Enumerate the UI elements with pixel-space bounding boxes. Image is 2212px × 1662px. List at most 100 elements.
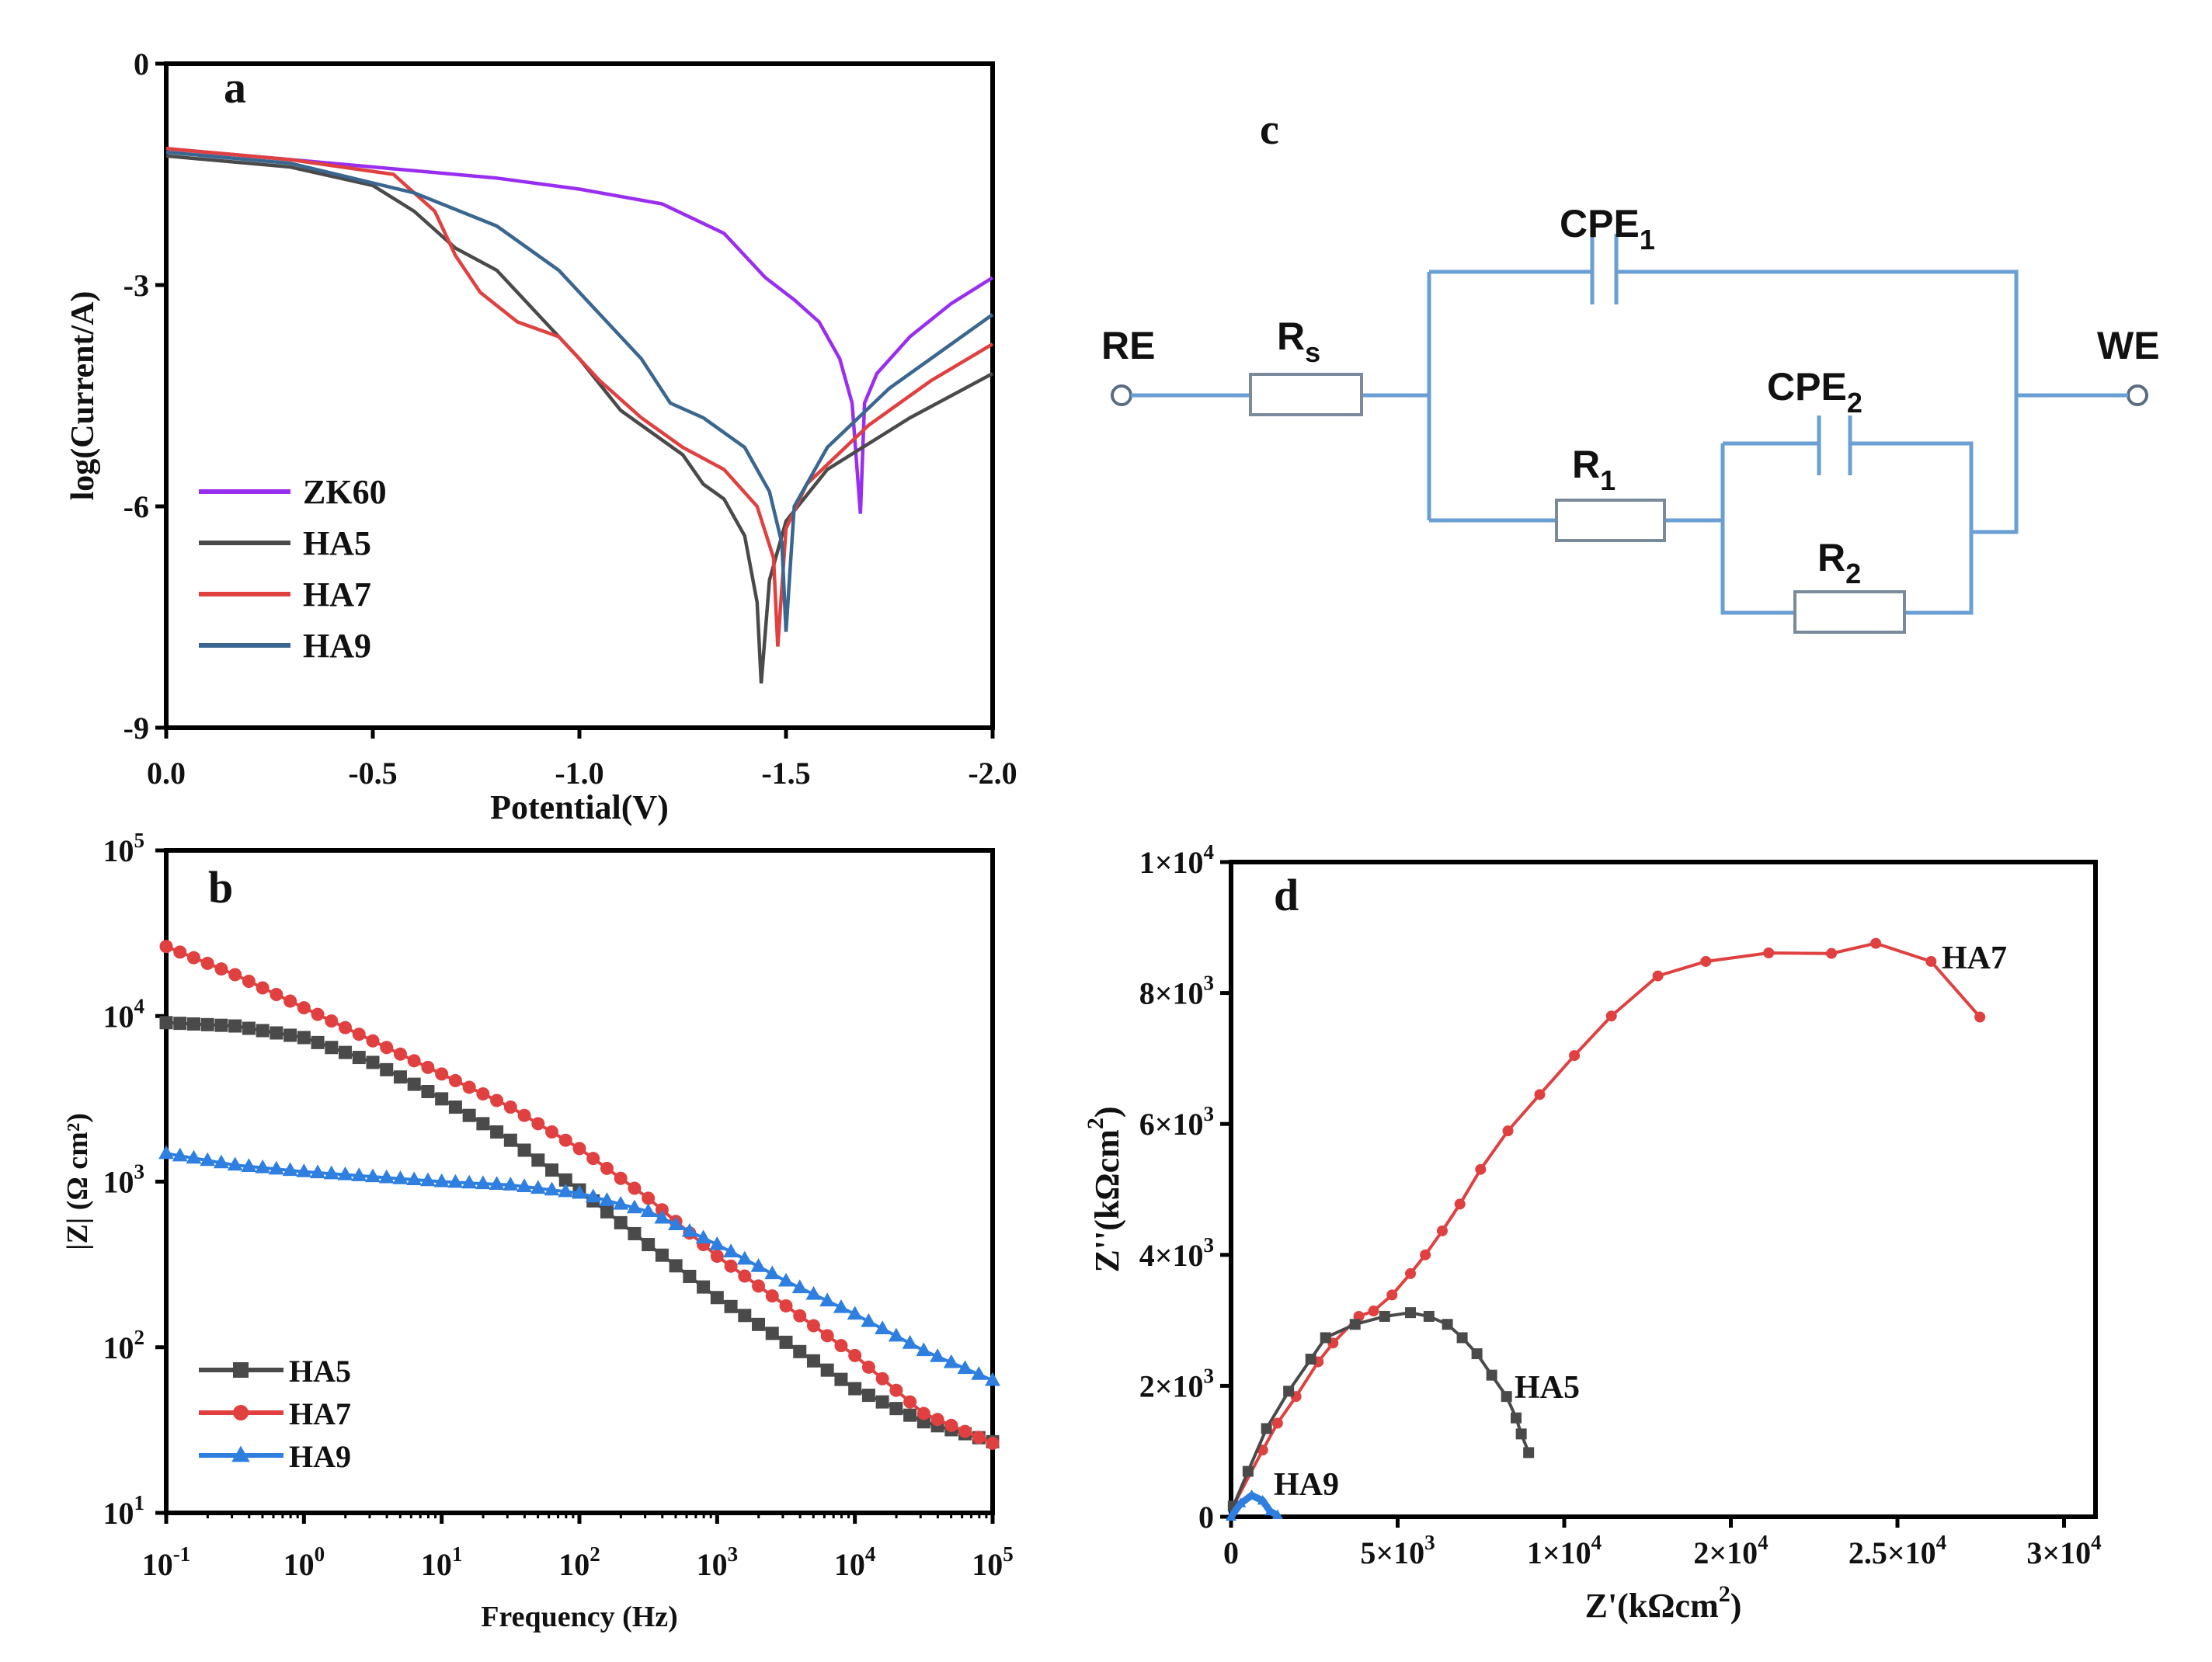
data-point	[655, 1203, 669, 1217]
data-point	[339, 1045, 353, 1059]
y-tick-label-base: 10	[103, 833, 134, 868]
data-point	[916, 1406, 930, 1420]
data-point	[695, 1229, 711, 1244]
data-point	[793, 1309, 807, 1323]
re-terminal	[1111, 384, 1132, 406]
data-point	[1242, 1466, 1254, 1477]
data-point	[545, 1125, 559, 1139]
y-tick-label-exp: 4	[134, 994, 145, 1017]
x-tick-label-base: 3×10	[2026, 1535, 2091, 1570]
legend-label: HA9	[289, 1439, 351, 1474]
data-point	[642, 1238, 656, 1252]
data-point	[1454, 1198, 1466, 1210]
data-point	[640, 1203, 656, 1217]
x-tick-label-exp: -1	[173, 1542, 191, 1566]
data-point	[1271, 1417, 1283, 1429]
legend-label: ZK60	[303, 473, 387, 511]
x-tick-label-base: 10	[283, 1547, 315, 1582]
x-tick-label: 104	[834, 1542, 876, 1582]
data-point	[503, 1100, 517, 1114]
data-point	[971, 1366, 987, 1380]
data-point	[200, 1017, 214, 1031]
data-point	[710, 1291, 724, 1305]
series-ha7	[1227, 937, 1986, 1512]
data-point	[366, 1055, 380, 1069]
data-point	[861, 1389, 875, 1403]
data-point	[752, 1279, 766, 1293]
y-tick-label: 8×103	[1139, 972, 1214, 1011]
data-point	[1700, 955, 1712, 967]
legend-label: HA7	[303, 575, 371, 614]
data-point	[186, 1017, 200, 1031]
data-point	[242, 974, 256, 988]
data-point	[489, 1176, 505, 1190]
x-tick-label-exp: 0	[315, 1542, 325, 1566]
data-point	[738, 1309, 752, 1323]
data-point	[875, 1395, 889, 1409]
x-axis-title-part: Z'(kΩcm	[1585, 1587, 1719, 1625]
data-point	[723, 1243, 739, 1258]
data-point	[779, 1299, 793, 1313]
data-point	[1246, 1489, 1257, 1500]
cpe1-label: CPE1	[1560, 202, 1655, 256]
y-axis-title: Z''(kΩcm2)	[1083, 1107, 1126, 1273]
x-tick-label-base: 2×10	[1693, 1535, 1758, 1570]
data-point	[600, 1205, 614, 1219]
data-point	[750, 1258, 767, 1272]
series-line	[1232, 941, 1981, 1507]
data-point	[986, 1436, 1000, 1450]
data-point	[681, 1222, 697, 1237]
data-point	[380, 1041, 394, 1055]
y-axis-title: |Z| (Ω cm²)	[61, 1113, 94, 1250]
x-tick-label-exp: 3	[1424, 1531, 1435, 1554]
data-point	[462, 1080, 476, 1094]
data-point	[806, 1354, 820, 1368]
data-point	[1511, 1412, 1522, 1424]
data-point	[778, 1272, 794, 1287]
y-tick-label-base: 10	[103, 1496, 134, 1531]
cpe2-label: CPE2	[1767, 365, 1862, 419]
y-tick-label-exp: 3	[1204, 972, 1215, 995]
data-point	[889, 1383, 903, 1397]
data-point	[1368, 1306, 1379, 1317]
data-point	[805, 1285, 822, 1300]
data-point	[585, 1188, 601, 1203]
y-tick-label: 0	[134, 47, 149, 82]
data-point	[256, 981, 270, 995]
data-point	[1235, 1497, 1247, 1507]
data-point	[268, 1160, 284, 1175]
y-tick-label: 105	[103, 829, 145, 868]
data-point	[214, 962, 228, 976]
y-tick-label-base: 6×10	[1139, 1107, 1204, 1142]
data-point	[697, 1280, 711, 1294]
data-point	[531, 1117, 545, 1131]
y-tick-label-exp: 4	[1204, 840, 1215, 864]
data-point	[1420, 1249, 1431, 1260]
data-point	[888, 1327, 904, 1342]
data-point	[172, 1147, 188, 1162]
data-point	[764, 1265, 781, 1280]
we-label: WE	[2097, 324, 2160, 367]
panel-label-b: b	[208, 862, 233, 913]
x-tick-label-exp: 4	[2091, 1531, 2102, 1554]
data-point	[173, 1017, 187, 1031]
series-label-ha7: HA7	[1942, 941, 2007, 976]
data-point	[282, 1162, 298, 1177]
data-point	[903, 1408, 917, 1422]
data-point	[378, 1169, 395, 1184]
data-point	[516, 1178, 533, 1192]
data-point	[228, 968, 242, 982]
data-point	[847, 1306, 863, 1320]
data-point	[503, 1133, 517, 1147]
x-tick-label-base: 1×10	[1527, 1535, 1591, 1570]
data-point	[820, 1363, 834, 1377]
data-point	[668, 1216, 684, 1231]
data-point	[462, 1108, 476, 1122]
x-tick-label: -2.0	[968, 756, 1017, 791]
data-point	[366, 1034, 380, 1048]
data-point	[186, 1149, 202, 1164]
data-point	[380, 1062, 394, 1076]
data-point	[1442, 1319, 1453, 1330]
x-tick-label: 3×104	[2026, 1531, 2101, 1570]
x-tick-label-base: 5×10	[1360, 1535, 1424, 1570]
